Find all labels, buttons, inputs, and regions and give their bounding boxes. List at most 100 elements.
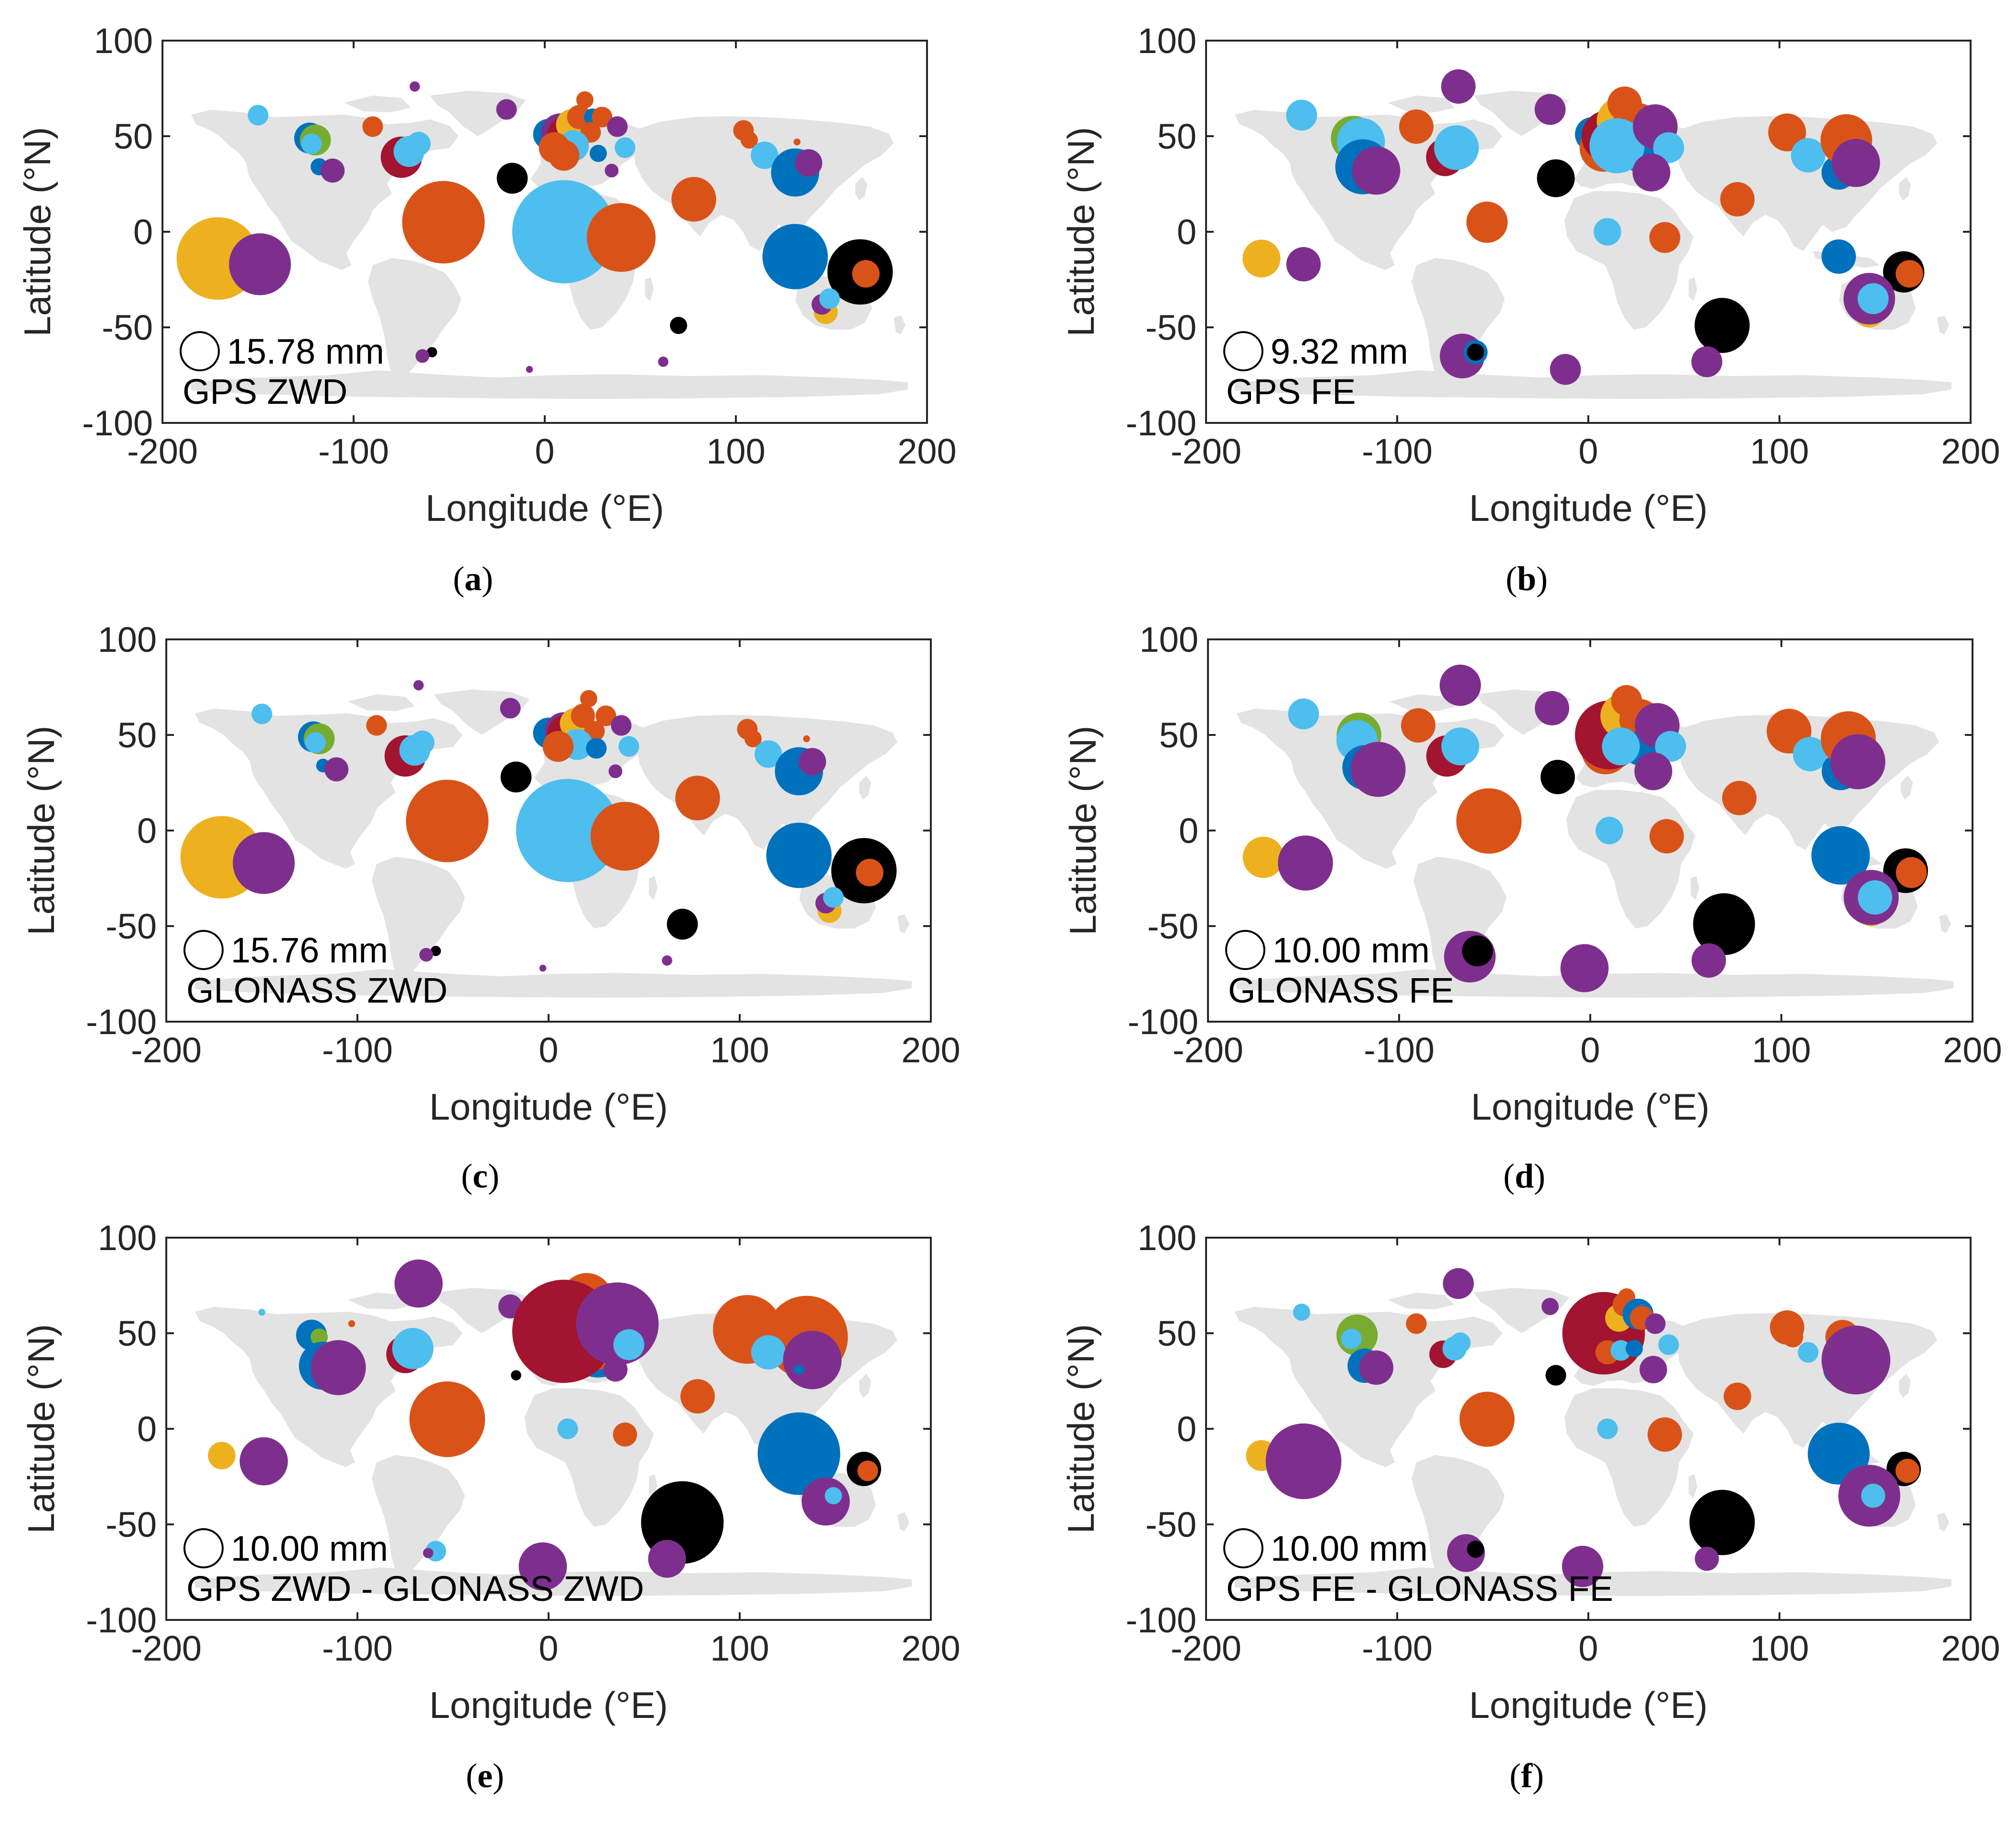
panel-letter: e: [477, 1757, 493, 1795]
station-marker: [1692, 943, 1726, 978]
station-marker: [1895, 1458, 1920, 1483]
station-marker: [567, 105, 592, 130]
station-markers: [176, 81, 893, 373]
station-marker: [1793, 737, 1827, 771]
station-marker: [1830, 734, 1886, 789]
x-tick-label: 200: [1943, 1030, 2002, 1070]
station-marker: [406, 779, 489, 863]
station-marker: [595, 705, 616, 726]
station-marker: [1459, 1392, 1515, 1447]
x-tick-label: -100: [1362, 1629, 1433, 1668]
station-marker: [1450, 1332, 1471, 1353]
station-marker: [1542, 1298, 1559, 1315]
y-tick-label: -50: [1145, 308, 1197, 347]
station-marker: [1352, 146, 1401, 195]
x-tick-label: -100: [1364, 1030, 1434, 1070]
station-marker: [658, 356, 668, 367]
panel-letter: f: [1521, 1757, 1533, 1795]
station-marker: [1399, 109, 1434, 144]
station-marker: [1441, 69, 1476, 104]
station-marker: [795, 149, 822, 177]
x-tick-label: -100: [322, 1030, 393, 1070]
x-tick-label: -200: [1173, 1030, 1243, 1070]
x-tick-label: 200: [901, 1629, 960, 1668]
legend-size-value: 10.00 mm: [231, 1529, 388, 1568]
station-marker: [423, 1548, 433, 1558]
legend-size-circle: [1223, 331, 1263, 371]
station-marker: [516, 779, 619, 882]
station-marker: [410, 730, 435, 755]
station-marker: [409, 1381, 485, 1457]
station-marker: [496, 99, 517, 120]
x-tick-label: 0: [1578, 1629, 1598, 1668]
x-tick-label: -200: [127, 432, 198, 471]
station-marker: [229, 233, 291, 295]
x-tick-label: -200: [131, 1629, 202, 1668]
x-axis-label: Longitude (°E): [429, 1086, 668, 1128]
y-axis-label: Latitude (°N): [16, 127, 58, 337]
legend-size-value: 10.00 mm: [1272, 930, 1430, 970]
station-marker: [857, 1460, 878, 1481]
station-marker: [823, 887, 844, 908]
x-tick-label: 100: [1750, 1629, 1809, 1668]
station-marker: [548, 140, 580, 171]
station-marker: [1632, 153, 1671, 192]
station-marker: [511, 1370, 521, 1381]
station-marker: [410, 81, 420, 92]
station-marker: [1648, 1417, 1682, 1452]
station-marker: [415, 349, 430, 363]
x-tick-label: 0: [539, 1030, 558, 1070]
station-marker: [592, 107, 613, 128]
station-marker: [1639, 1356, 1667, 1383]
panel-label: (e): [466, 1757, 504, 1795]
station-marker: [1560, 944, 1609, 993]
y-tick-label: 50: [1157, 117, 1197, 156]
panel-letter: a: [464, 560, 482, 598]
legend-size-value: 15.76 mm: [231, 930, 388, 970]
station-marker: [1589, 118, 1645, 173]
y-tick-label: -50: [106, 1505, 157, 1544]
y-tick-label: -100: [1128, 1002, 1198, 1042]
station-marker: [1467, 1541, 1484, 1558]
station-marker: [1278, 835, 1333, 891]
station-marker: [1724, 1382, 1751, 1410]
x-tick-label: -200: [131, 1030, 202, 1070]
station-marker: [615, 137, 636, 158]
station-marker: [500, 761, 532, 793]
panel-letter: c: [473, 1157, 488, 1195]
station-marker: [1288, 698, 1319, 730]
station-marker: [1535, 691, 1569, 725]
x-axis-label: Longitude (°E): [425, 487, 664, 529]
x-tick-label: 0: [539, 1629, 558, 1668]
station-marker: [557, 1418, 578, 1439]
y-tick-label: 0: [1177, 1409, 1197, 1449]
station-marker: [751, 141, 778, 169]
legend-series-name: GLONASS ZWD: [186, 971, 448, 1010]
x-tick-label: -100: [318, 432, 389, 471]
station-marker: [1441, 727, 1479, 766]
legend-size-circle: [180, 331, 220, 371]
legend-size-circle: [1225, 930, 1265, 970]
station-marker: [825, 1487, 842, 1504]
station-marker: [1720, 182, 1755, 216]
x-tick-label: 100: [706, 432, 765, 471]
station-marker: [571, 703, 595, 728]
station-marker: [819, 288, 840, 309]
x-axis-label: Longitude (°E): [429, 1684, 668, 1726]
station-marker: [680, 1379, 715, 1414]
station-marker: [1401, 708, 1435, 743]
legend-size-value: 9.32 mm: [1271, 332, 1408, 371]
y-tick-label: -50: [106, 907, 157, 946]
station-marker: [1550, 354, 1581, 385]
legend-series-name: GPS FE - GLONASS FE: [1226, 1569, 1613, 1608]
station-marker: [1896, 260, 1923, 288]
station-marker: [586, 738, 607, 759]
y-tick-label: 50: [118, 715, 157, 755]
x-tick-label: 0: [535, 432, 554, 471]
station-marker: [803, 735, 810, 743]
station-marker: [1562, 1545, 1604, 1587]
